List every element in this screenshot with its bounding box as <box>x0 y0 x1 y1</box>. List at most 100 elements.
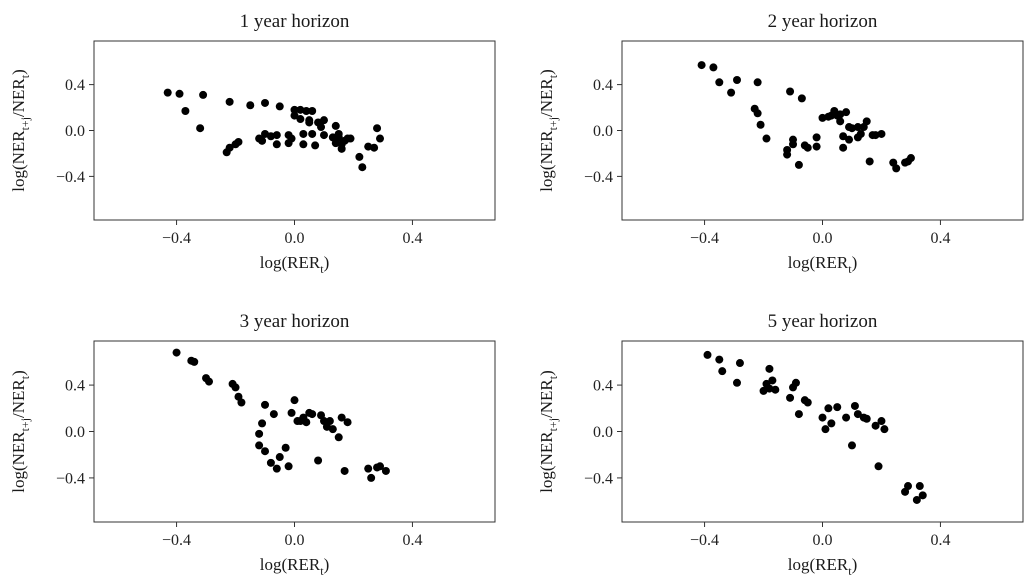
data-point <box>314 456 323 465</box>
data-point <box>824 404 833 413</box>
x-axis-label-sub: t <box>848 262 852 276</box>
plot-frame <box>93 340 496 523</box>
data-point <box>163 88 172 97</box>
x-tick-label: −0.4 <box>162 230 191 247</box>
y-axis-label: log(NERt+j/NERt) <box>9 370 32 493</box>
y-axis-label-sub2: t <box>18 375 32 379</box>
data-point <box>175 89 184 98</box>
data-point <box>812 142 821 151</box>
panel-title: 5 year horizon <box>768 311 878 332</box>
y-tick-label: 0.0 <box>65 424 85 441</box>
data-point <box>261 447 270 456</box>
data-point <box>839 143 848 152</box>
data-point <box>255 441 264 450</box>
y-axis-label-close: ) <box>537 370 556 376</box>
data-point <box>305 116 314 125</box>
x-axis-label: log(RERt) <box>788 555 857 578</box>
data-point <box>367 473 376 482</box>
data-point <box>856 129 865 138</box>
data-point <box>703 350 712 359</box>
data-point <box>794 410 803 419</box>
data-point <box>373 124 382 133</box>
data-point <box>732 76 741 85</box>
data-point <box>827 419 836 428</box>
data-point <box>190 357 199 366</box>
data-point <box>231 383 240 392</box>
data-point <box>786 393 795 402</box>
data-point <box>697 61 706 70</box>
x-tick-label: −0.4 <box>690 230 719 247</box>
data-point <box>340 466 349 475</box>
y-tick-label: −0.4 <box>584 470 613 487</box>
data-point <box>727 88 736 97</box>
data-point <box>786 87 795 96</box>
y-axis-label-p1: log(NER <box>9 431 28 493</box>
x-tick-label: 0.4 <box>402 532 422 549</box>
data-point <box>718 367 727 376</box>
x-axis-label-main: log(RER <box>788 253 849 272</box>
y-axis-label-sub1: t+j <box>18 117 32 130</box>
data-point <box>337 144 346 153</box>
y-axis-label-p2: /NER <box>537 379 556 418</box>
y-axis-label-p2: /NER <box>9 379 28 418</box>
data-point <box>319 131 328 140</box>
data-point <box>732 378 741 387</box>
data-point <box>880 425 889 434</box>
data-point <box>794 160 803 169</box>
data-point <box>275 102 284 111</box>
x-axis-label-close: ) <box>324 555 330 574</box>
data-point <box>791 378 800 387</box>
x-axis-label: log(RERt) <box>260 555 329 578</box>
x-tick-label: 0.0 <box>285 230 305 247</box>
x-axis-label: log(RERt) <box>788 253 857 276</box>
data-point <box>877 417 886 426</box>
data-point <box>317 123 326 132</box>
data-point <box>715 355 724 364</box>
data-point <box>261 98 270 107</box>
x-axis-label-sub: t <box>848 564 852 578</box>
data-point <box>803 143 812 152</box>
data-point <box>269 410 278 419</box>
data-point <box>196 124 205 133</box>
data-point <box>234 137 243 146</box>
x-tick-label: 0.4 <box>930 230 950 247</box>
data-point <box>768 376 777 385</box>
data-point <box>325 417 334 426</box>
data-point <box>261 400 270 409</box>
data-point <box>319 116 328 125</box>
x-axis-label-main: log(RER <box>260 555 321 574</box>
y-axis-label-p1: log(NER <box>537 130 556 192</box>
y-tick-label: 0.4 <box>65 77 85 94</box>
y-tick-label: 0.4 <box>593 378 613 395</box>
data-point <box>299 129 308 138</box>
data-point <box>915 482 924 491</box>
data-point <box>376 134 385 143</box>
data-point <box>735 359 744 368</box>
data-point <box>331 121 340 130</box>
data-point <box>771 385 780 394</box>
data-point <box>328 425 337 434</box>
data-point <box>847 441 856 450</box>
data-point <box>287 134 296 143</box>
data-point <box>287 408 296 417</box>
data-point <box>842 413 851 422</box>
scatter-panel-3: 3 year horizon −0.4 0.0 0.4 −0.4 0.0 0.4 log(RE… <box>9 311 496 578</box>
y-axis-label-sub1: t+j <box>546 117 560 130</box>
data-point <box>255 429 264 438</box>
data-point <box>821 425 830 434</box>
data-point <box>284 462 293 471</box>
data-point <box>918 491 927 500</box>
data-point <box>789 140 798 149</box>
data-point <box>246 101 255 110</box>
x-axis-label-main: log(RER <box>260 253 321 272</box>
data-point <box>803 398 812 407</box>
y-axis-label: log(NERt+j/NERt) <box>9 69 32 192</box>
y-axis-label-close: ) <box>537 69 556 75</box>
data-point <box>308 410 317 419</box>
data-point <box>334 133 343 142</box>
y-axis-label-close: ) <box>9 69 28 75</box>
data-point <box>874 462 883 471</box>
data-point <box>337 413 346 422</box>
data-point <box>871 421 880 430</box>
x-tick-label: 0.4 <box>402 230 422 247</box>
